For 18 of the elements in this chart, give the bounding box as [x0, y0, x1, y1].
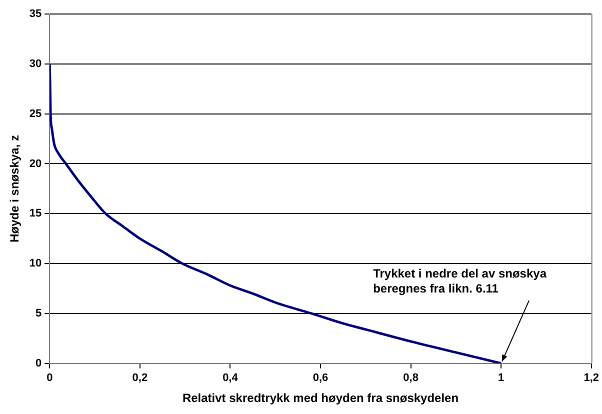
- y-tick-label: 15: [29, 208, 42, 220]
- x-tick-label: 1: [498, 372, 504, 384]
- x-tick-label: 0,4: [222, 372, 239, 384]
- y-tick-label: 10: [29, 258, 42, 270]
- y-tick-label: 30: [29, 58, 42, 70]
- annotation: Trykket i nedre del av snøskya beregnes fra likn. 6.11: [373, 266, 547, 296]
- y-tick-label: 0: [36, 357, 42, 370]
- y-tick-label: 35: [29, 8, 42, 20]
- y-tick-label: 25: [29, 108, 42, 120]
- y-axis-title: Høyde i snøskya, z: [8, 135, 22, 242]
- x-tick-label: 1,2: [584, 372, 600, 384]
- x-axis-title: Relativt skredtrykk med høyden fra snøskydelen: [182, 391, 459, 406]
- y-tick-label: 20: [29, 158, 42, 170]
- x-tick-label: 0,2: [132, 372, 148, 384]
- y-tick-label: 5: [36, 308, 42, 320]
- x-tick-label: 0,8: [403, 372, 418, 384]
- x-tick-label: 0: [46, 372, 53, 384]
- x-tick-label: 0,6: [312, 372, 328, 384]
